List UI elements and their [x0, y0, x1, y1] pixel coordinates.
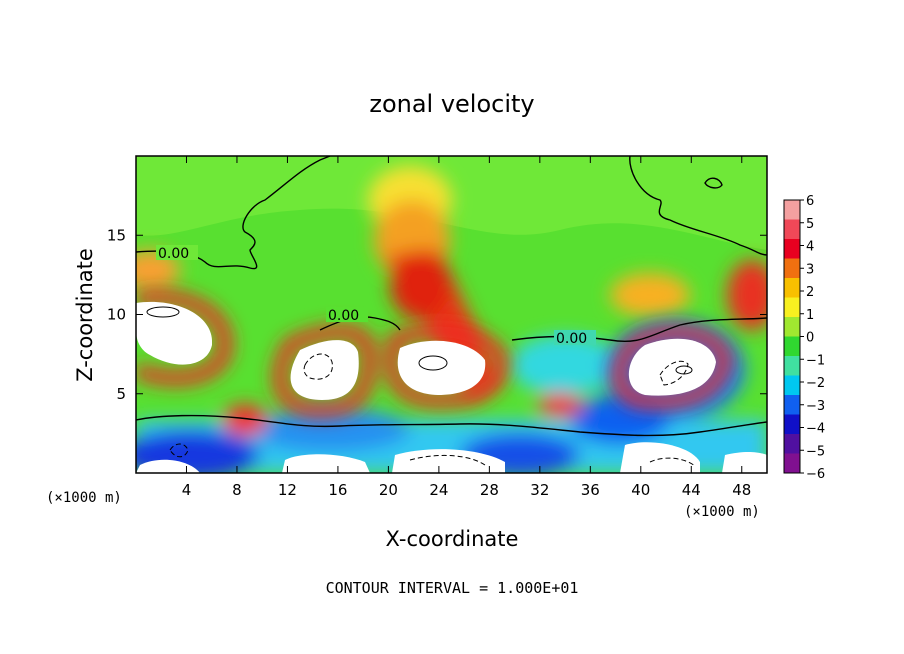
colorbar-tick-label: 3 — [806, 262, 814, 277]
x-tick-label: 48 — [732, 481, 751, 499]
x-tick-label: 4 — [182, 481, 192, 499]
plot-area: 0.00 0.00 0.00 — [136, 156, 767, 473]
x-tick-label: 36 — [581, 481, 600, 499]
x-tick-label: 8 — [232, 481, 242, 499]
colorbar-swatch — [784, 239, 800, 259]
y-tick-label: 10 — [107, 306, 126, 324]
colorbar-swatch — [784, 297, 800, 318]
colorbar: 6 5 4 3 2 1 0 −1 −2 −3 −4 −5 −6 — [783, 194, 825, 482]
colorbar-tick-label: 6 — [806, 194, 814, 209]
contour-interval-note: CONTOUR INTERVAL = 1.000E+01 — [326, 579, 579, 597]
colorbar-tick-label: −5 — [806, 444, 825, 459]
colorbar-tick-label: 0 — [806, 331, 814, 346]
y-tick-label: 15 — [107, 226, 126, 244]
colorbar-tick-label: −3 — [806, 399, 825, 414]
colorbar-tick-label: −4 — [806, 422, 825, 437]
contour-label-3: 0.00 — [556, 331, 587, 347]
x-tick-label: 40 — [631, 481, 650, 499]
colorbar-swatch — [784, 356, 800, 376]
contour-labels: 0.00 0.00 0.00 — [156, 245, 596, 347]
colorbar-tick-label: −6 — [806, 467, 825, 482]
saturated-regions — [136, 301, 767, 473]
dashed-contours — [169, 353, 696, 467]
solid-contours — [146, 306, 693, 375]
colorbar-tick-label: −1 — [806, 353, 825, 368]
jet-plume — [368, 166, 500, 400]
colorbar-tick-label: 1 — [806, 308, 814, 323]
x-tick-label: 12 — [278, 481, 297, 499]
x-tick-label: 44 — [682, 481, 701, 499]
right-jets — [136, 250, 767, 330]
colorbar-tick-label: 2 — [806, 285, 814, 300]
y-axis: 5 10 15 — [107, 226, 767, 403]
colorbar-tick-label: 5 — [806, 217, 814, 232]
rims — [136, 290, 733, 418]
x-tick-label: 20 — [379, 481, 398, 499]
colorbar-swatch — [784, 434, 800, 454]
x-tick-label: 28 — [480, 481, 499, 499]
colorbar-tick-label: −2 — [806, 376, 825, 391]
colorbar-swatch — [784, 453, 800, 474]
y-tick-label: 5 — [116, 385, 126, 403]
x-multiplier-left: (×1000 m) — [46, 490, 122, 506]
chart-title: zonal velocity — [369, 90, 534, 118]
colorbar-swatch — [784, 375, 800, 396]
colorbar-swatch — [784, 395, 800, 415]
x-tick-label: 32 — [530, 481, 549, 499]
colorbar-swatch — [784, 219, 800, 240]
colorbar-tick-label: 4 — [806, 240, 814, 255]
colorbar-swatch — [784, 414, 800, 435]
x-tick-label: 16 — [328, 481, 347, 499]
colorbar-swatch — [784, 258, 800, 279]
x-axis: 4 8 12 16 20 24 28 32 36 40 44 48 — [182, 156, 751, 499]
x-multiplier-right: (×1000 m) — [684, 504, 760, 520]
x-tick-label: 24 — [429, 481, 448, 499]
x-axis-label: X-coordinate — [386, 527, 519, 551]
colorbar-swatch — [784, 336, 800, 357]
contour-label-2: 0.00 — [328, 308, 359, 324]
y-axis-label: Z-coordinate — [73, 248, 97, 382]
contour-label-1: 0.00 — [158, 246, 189, 262]
colorbar-swatch — [784, 200, 800, 220]
colorbar-swatch — [784, 278, 800, 298]
colorbar-swatch — [784, 317, 800, 337]
